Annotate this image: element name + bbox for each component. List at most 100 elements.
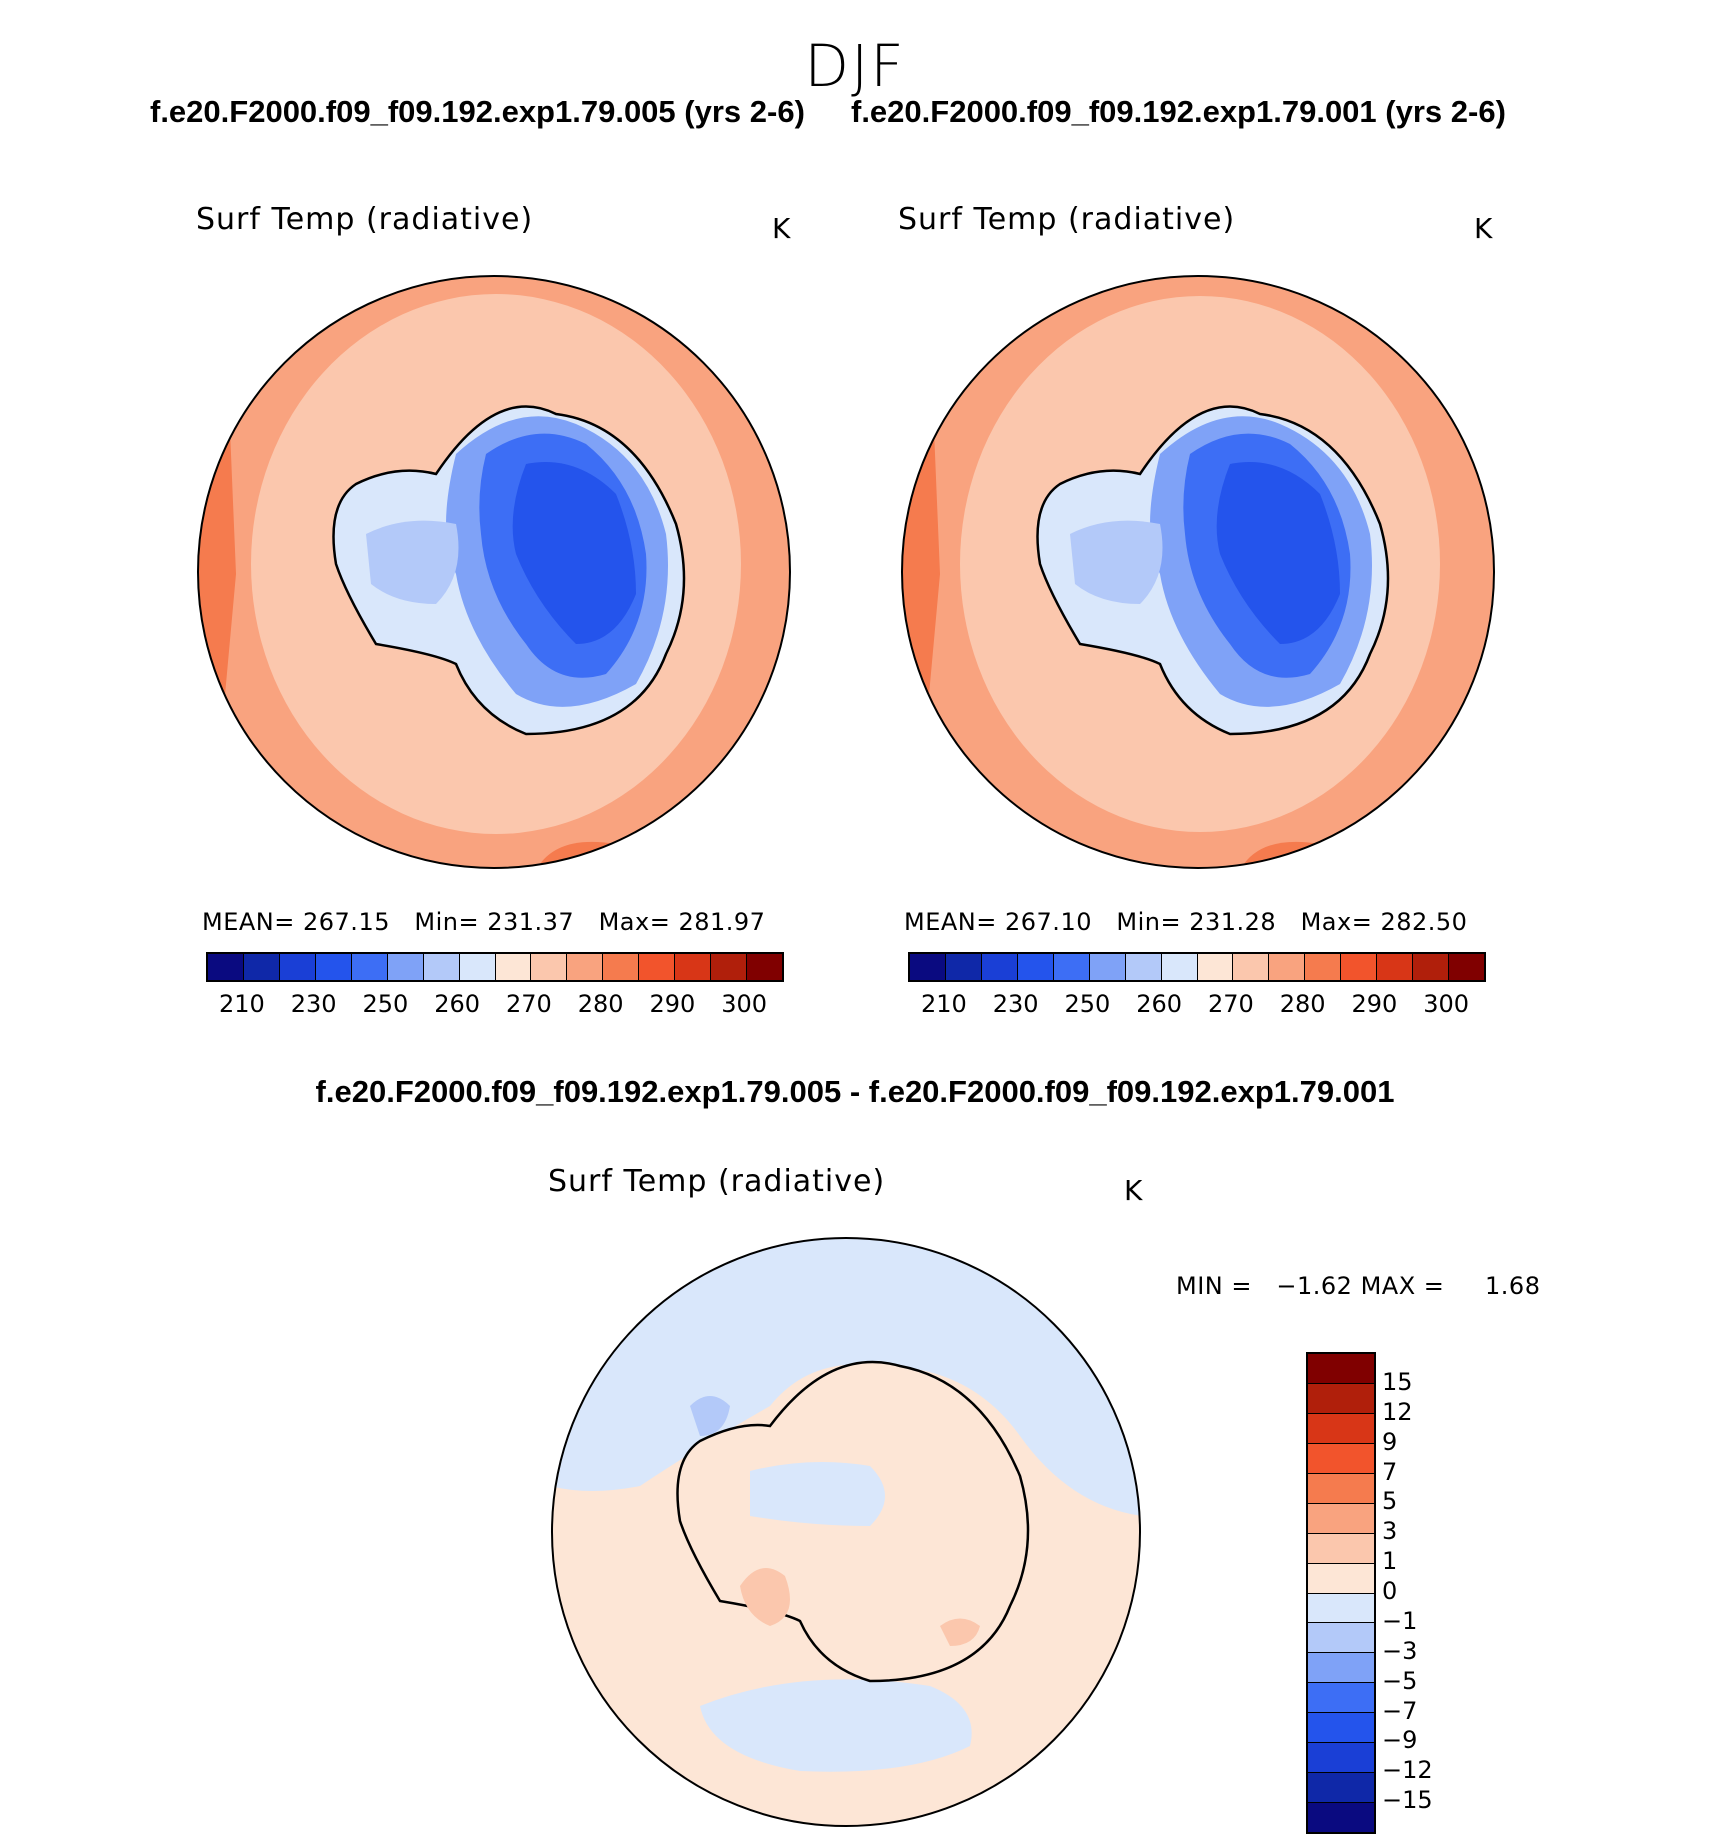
diff-stats: MIN = −1.62 MAX = 1.68 xyxy=(1176,1272,1540,1300)
diff-colorbar-swatch xyxy=(1308,1354,1374,1384)
diff-colorbar-swatch xyxy=(1308,1563,1374,1594)
diff-colorbar-label: 12 xyxy=(1382,1397,1413,1426)
diff-colorbar-swatch xyxy=(1308,1773,1374,1804)
right-colorbar-swatch xyxy=(1377,954,1414,980)
left-colorbar-ticks: 210 230 250 260 270 280 290 300 xyxy=(206,990,780,1020)
right-colorbar-swatch xyxy=(1017,954,1054,980)
left-colorbar-swatch xyxy=(495,954,532,980)
diff-colorbar-labels: 15 12 9 7 5 3 1 0 −1 −3 −5 −7 −9 −12 −15 xyxy=(1382,1352,1472,1830)
left-antarctica xyxy=(332,405,686,736)
right-colorbar-swatch xyxy=(1161,954,1198,980)
diff-antarctica xyxy=(676,1360,1030,1683)
diff-colorbar-label: 9 xyxy=(1382,1427,1398,1456)
right-colorbar-swatch xyxy=(1269,954,1306,980)
right-colorbar-swatch xyxy=(910,954,946,980)
left-colorbar-swatch xyxy=(747,954,782,980)
diff-colorbar-label: 5 xyxy=(1382,1487,1398,1516)
left-colorbar-swatch xyxy=(675,954,712,980)
right-colorbar-tick-label: 280 xyxy=(1279,990,1326,1018)
right-colorbar xyxy=(908,952,1486,982)
diff-polar-map xyxy=(551,1237,1141,1827)
right-colorbar-swatch xyxy=(981,954,1018,980)
right-panel-units: K xyxy=(1474,212,1493,245)
right-colorbar-tick-label: 230 xyxy=(992,990,1039,1018)
left-max-value: 281.97 xyxy=(678,908,766,936)
diff-panel-variable: Surf Temp (radiative) xyxy=(548,1164,886,1199)
right-panel-variable: Surf Temp (radiative) xyxy=(898,202,1236,237)
left-colorbar-tick-label: 260 xyxy=(434,990,481,1018)
right-colorbar-swatch xyxy=(1053,954,1090,980)
right-antarctica xyxy=(1036,405,1390,736)
left-colorbar-tick-label: 290 xyxy=(649,990,696,1018)
diff-colorbar-swatch xyxy=(1308,1443,1374,1474)
left-mean-label: MEAN= xyxy=(202,908,295,936)
diff-colorbar-swatch xyxy=(1308,1593,1374,1624)
left-min-label: Min= xyxy=(414,908,480,936)
right-colorbar-swatch xyxy=(945,954,982,980)
left-colorbar-swatch xyxy=(279,954,316,980)
diff-colorbar-swatch xyxy=(1308,1413,1374,1444)
diff-min-label: MIN = xyxy=(1176,1272,1252,1300)
diff-colorbar-swatch xyxy=(1308,1743,1374,1774)
right-colorbar-swatch xyxy=(1341,954,1378,980)
left-colorbar-tick-label: 230 xyxy=(290,990,337,1018)
right-colorbar-tick-label: 300 xyxy=(1423,990,1470,1018)
right-min-label: Min= xyxy=(1116,908,1182,936)
right-stats: MEAN= 267.10 Min= 231.28 Max= 282.50 xyxy=(904,908,1467,936)
left-colorbar-swatch xyxy=(243,954,280,980)
right-polar-map xyxy=(901,275,1495,869)
right-colorbar-tick-label: 260 xyxy=(1136,990,1183,1018)
right-colorbar-ticks: 210 230 250 260 270 280 290 300 xyxy=(908,990,1482,1020)
left-colorbar-swatch xyxy=(639,954,676,980)
left-colorbar-swatch xyxy=(351,954,388,980)
left-colorbar-swatch xyxy=(531,954,568,980)
right-colorbar-swatch xyxy=(1125,954,1162,980)
diff-colorbar-swatch xyxy=(1308,1623,1374,1654)
diff-colorbar-label: −12 xyxy=(1382,1756,1433,1785)
diff-colorbar-label: −15 xyxy=(1382,1786,1433,1815)
right-mean-label: MEAN= xyxy=(904,908,997,936)
diff-colorbar-label: −9 xyxy=(1382,1726,1418,1755)
diff-colorbar xyxy=(1306,1352,1376,1834)
left-colorbar-swatch xyxy=(711,954,748,980)
left-colorbar-swatch xyxy=(423,954,460,980)
left-mean-value: 267.15 xyxy=(303,908,390,936)
right-colorbar-swatch xyxy=(1197,954,1234,980)
diff-colorbar-swatch xyxy=(1308,1683,1374,1714)
diff-colorbar-swatch xyxy=(1308,1383,1374,1414)
diff-max-value: 1.68 xyxy=(1485,1272,1541,1300)
season-title: DJF xyxy=(804,32,906,100)
diff-colorbar-swatch xyxy=(1308,1713,1374,1744)
left-colorbar-tick-label: 300 xyxy=(721,990,768,1018)
right-colorbar-swatch xyxy=(1305,954,1342,980)
right-colorbar-tick-label: 250 xyxy=(1064,990,1111,1018)
right-colorbar-tick-label: 290 xyxy=(1351,990,1398,1018)
left-stats: MEAN= 267.15 Min= 231.37 Max= 281.97 xyxy=(202,908,765,936)
left-colorbar-swatch xyxy=(567,954,604,980)
diff-colorbar-label: 15 xyxy=(1382,1367,1413,1396)
right-run-title: f.e20.F2000.f09_f09.192.exp1.79.001 (yrs… xyxy=(851,94,1506,129)
left-colorbar-swatch xyxy=(315,954,352,980)
diff-colorbar-label: −7 xyxy=(1382,1696,1418,1725)
right-mean-value: 267.10 xyxy=(1005,908,1092,936)
left-colorbar-tick-label: 270 xyxy=(505,990,552,1018)
diff-colorbar-label: −5 xyxy=(1382,1666,1418,1695)
right-max-label: Max= xyxy=(1300,908,1373,936)
left-colorbar-swatch xyxy=(603,954,640,980)
diff-colorbar-swatch xyxy=(1308,1503,1374,1534)
diff-colorbar-label: 0 xyxy=(1382,1577,1398,1605)
diff-colorbar-swatch xyxy=(1308,1533,1374,1564)
diff-min-value: −1.62 xyxy=(1276,1272,1353,1300)
diff-colorbar-swatch xyxy=(1308,1803,1374,1832)
right-colorbar-tick-label: 210 xyxy=(920,990,967,1018)
left-max-label: Max= xyxy=(598,908,671,936)
diff-panel-units: K xyxy=(1124,1174,1143,1207)
diff-colorbar-label: 1 xyxy=(1382,1547,1398,1576)
right-colorbar-swatch xyxy=(1413,954,1450,980)
right-colorbar-tick-label: 270 xyxy=(1207,990,1254,1018)
left-panel-units: K xyxy=(772,212,791,245)
difference-title: f.e20.F2000.f09_f09.192.exp1.79.005 - f.… xyxy=(315,1074,1395,1109)
diff-colorbar-swatch xyxy=(1308,1653,1374,1684)
diff-colorbar-label: −3 xyxy=(1382,1636,1418,1665)
right-min-value: 231.28 xyxy=(1189,908,1277,936)
